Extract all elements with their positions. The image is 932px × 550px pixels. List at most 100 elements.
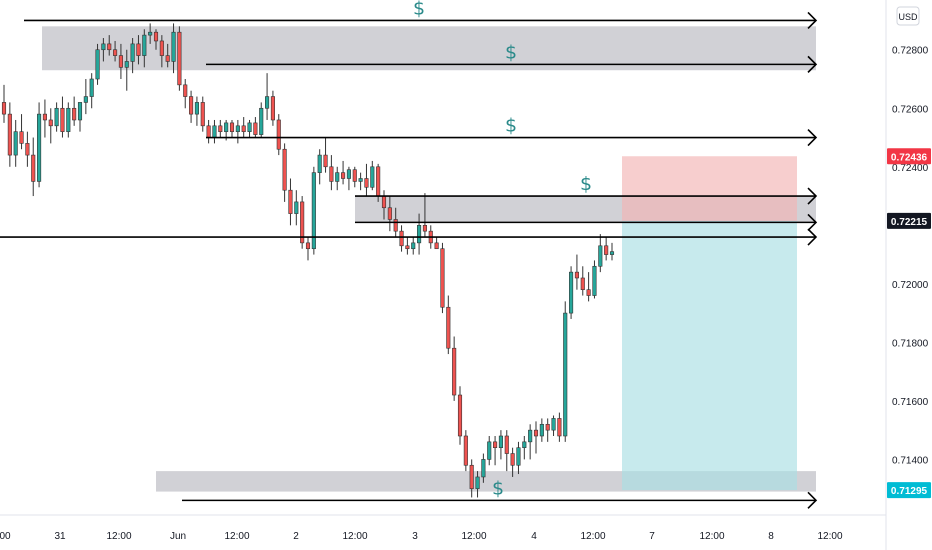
- price-tag-current: 0.72215: [887, 212, 931, 229]
- candle: [358, 172, 363, 191]
- price-tick-label: 0.71800: [892, 338, 929, 349]
- candle: [481, 453, 486, 483]
- candle: [25, 131, 30, 167]
- candle-body: [493, 441, 498, 448]
- liquidity-level[interactable]: [355, 213, 818, 231]
- candle-body: [551, 418, 556, 431]
- candle: [317, 149, 322, 185]
- candle: [253, 117, 258, 138]
- candle-body: [393, 219, 398, 232]
- time-tick-label: Jun: [170, 531, 186, 542]
- time-tick-label: 00: [0, 531, 11, 542]
- candle-body: [48, 119, 53, 127]
- candle-body: [609, 251, 615, 255]
- position-target-zone[interactable]: [622, 220, 797, 491]
- time-tick-label: 12:00: [461, 531, 486, 542]
- liquidity-level[interactable]: $: [24, 0, 818, 30]
- candle-body: [510, 453, 515, 466]
- price-tag-label: 0.72215: [891, 217, 928, 228]
- candle-body: [253, 122, 258, 135]
- candle: [77, 102, 83, 132]
- candle-body: [66, 107, 71, 132]
- candle: [282, 143, 287, 202]
- candle: [411, 237, 416, 255]
- candle-body: [265, 96, 270, 109]
- liquidity-level[interactable]: $: [355, 173, 818, 205]
- candle-body: [153, 31, 159, 42]
- candle: [563, 301, 568, 442]
- candle-body: [317, 154, 322, 173]
- liquidity-level[interactable]: $: [206, 115, 818, 147]
- candle: [452, 336, 457, 401]
- candle: [604, 237, 609, 261]
- position-layer[interactable]: [622, 156, 797, 491]
- candle-body: [545, 423, 550, 431]
- levels-layer[interactable]: $ $ $ $ $: [0, 0, 818, 509]
- candle-body: [311, 172, 316, 250]
- candle: [276, 114, 281, 156]
- candle: [107, 35, 112, 56]
- price-tick-label: 0.72000: [892, 280, 929, 291]
- candle-body: [235, 125, 240, 132]
- candle: [54, 102, 59, 132]
- time-tick-label: 4: [531, 531, 537, 542]
- candle: [247, 119, 252, 138]
- dollar-label: $: [505, 41, 517, 63]
- candle-body: [569, 271, 574, 314]
- candle-body: [440, 248, 445, 308]
- candle: [569, 266, 574, 319]
- position-stop-zone[interactable]: [622, 156, 797, 221]
- candle: [165, 43, 170, 68]
- candle-body: [528, 429, 533, 443]
- candle: [153, 29, 159, 50]
- candle: [159, 35, 164, 68]
- candle: [241, 117, 246, 138]
- liquidity-level[interactable]: $: [206, 41, 818, 73]
- liquidity-level[interactable]: [0, 228, 818, 246]
- candle: [323, 137, 328, 173]
- candle: [364, 163, 369, 197]
- candle: [189, 90, 194, 123]
- candle-body: [481, 459, 486, 478]
- candle: [399, 225, 404, 252]
- candle: [89, 73, 94, 109]
- currency-button[interactable]: USD: [896, 6, 920, 26]
- candle-body: [31, 154, 36, 182]
- candle-body: [72, 107, 77, 121]
- dollar-label: $: [505, 115, 517, 137]
- candle-body: [218, 125, 223, 132]
- candle: [592, 260, 597, 299]
- candle-body: [452, 347, 457, 396]
- candle: [212, 119, 217, 144]
- candle-body: [107, 43, 112, 51]
- currency-button-frame[interactable]: [896, 6, 920, 26]
- candle: [48, 108, 53, 144]
- liquidity-level[interactable]: $: [182, 477, 818, 509]
- candle: [270, 90, 275, 126]
- time-tick-label: 2: [293, 531, 299, 542]
- candle-body: [25, 143, 30, 156]
- candle-body: [329, 166, 334, 182]
- candle: [118, 43, 123, 80]
- candle-body: [580, 277, 585, 290]
- time-tick-label: 8: [768, 531, 774, 542]
- candle: [218, 119, 223, 138]
- time-tick-label: 12:00: [699, 531, 724, 542]
- candle-body: [136, 43, 141, 56]
- candles-layer: [1, 23, 615, 498]
- candle-body: [370, 166, 375, 188]
- candle-body: [305, 242, 311, 250]
- candle: [516, 441, 521, 475]
- candle-body: [89, 78, 94, 97]
- candle: [259, 102, 264, 138]
- price-tick-label: 0.71400: [892, 455, 929, 466]
- candle-body: [212, 125, 217, 138]
- candle: [586, 272, 591, 302]
- candle-body: [282, 148, 287, 191]
- candle-body: [60, 107, 65, 132]
- candle-body: [13, 131, 18, 156]
- candle: [457, 386, 463, 445]
- candle-body: [446, 306, 451, 349]
